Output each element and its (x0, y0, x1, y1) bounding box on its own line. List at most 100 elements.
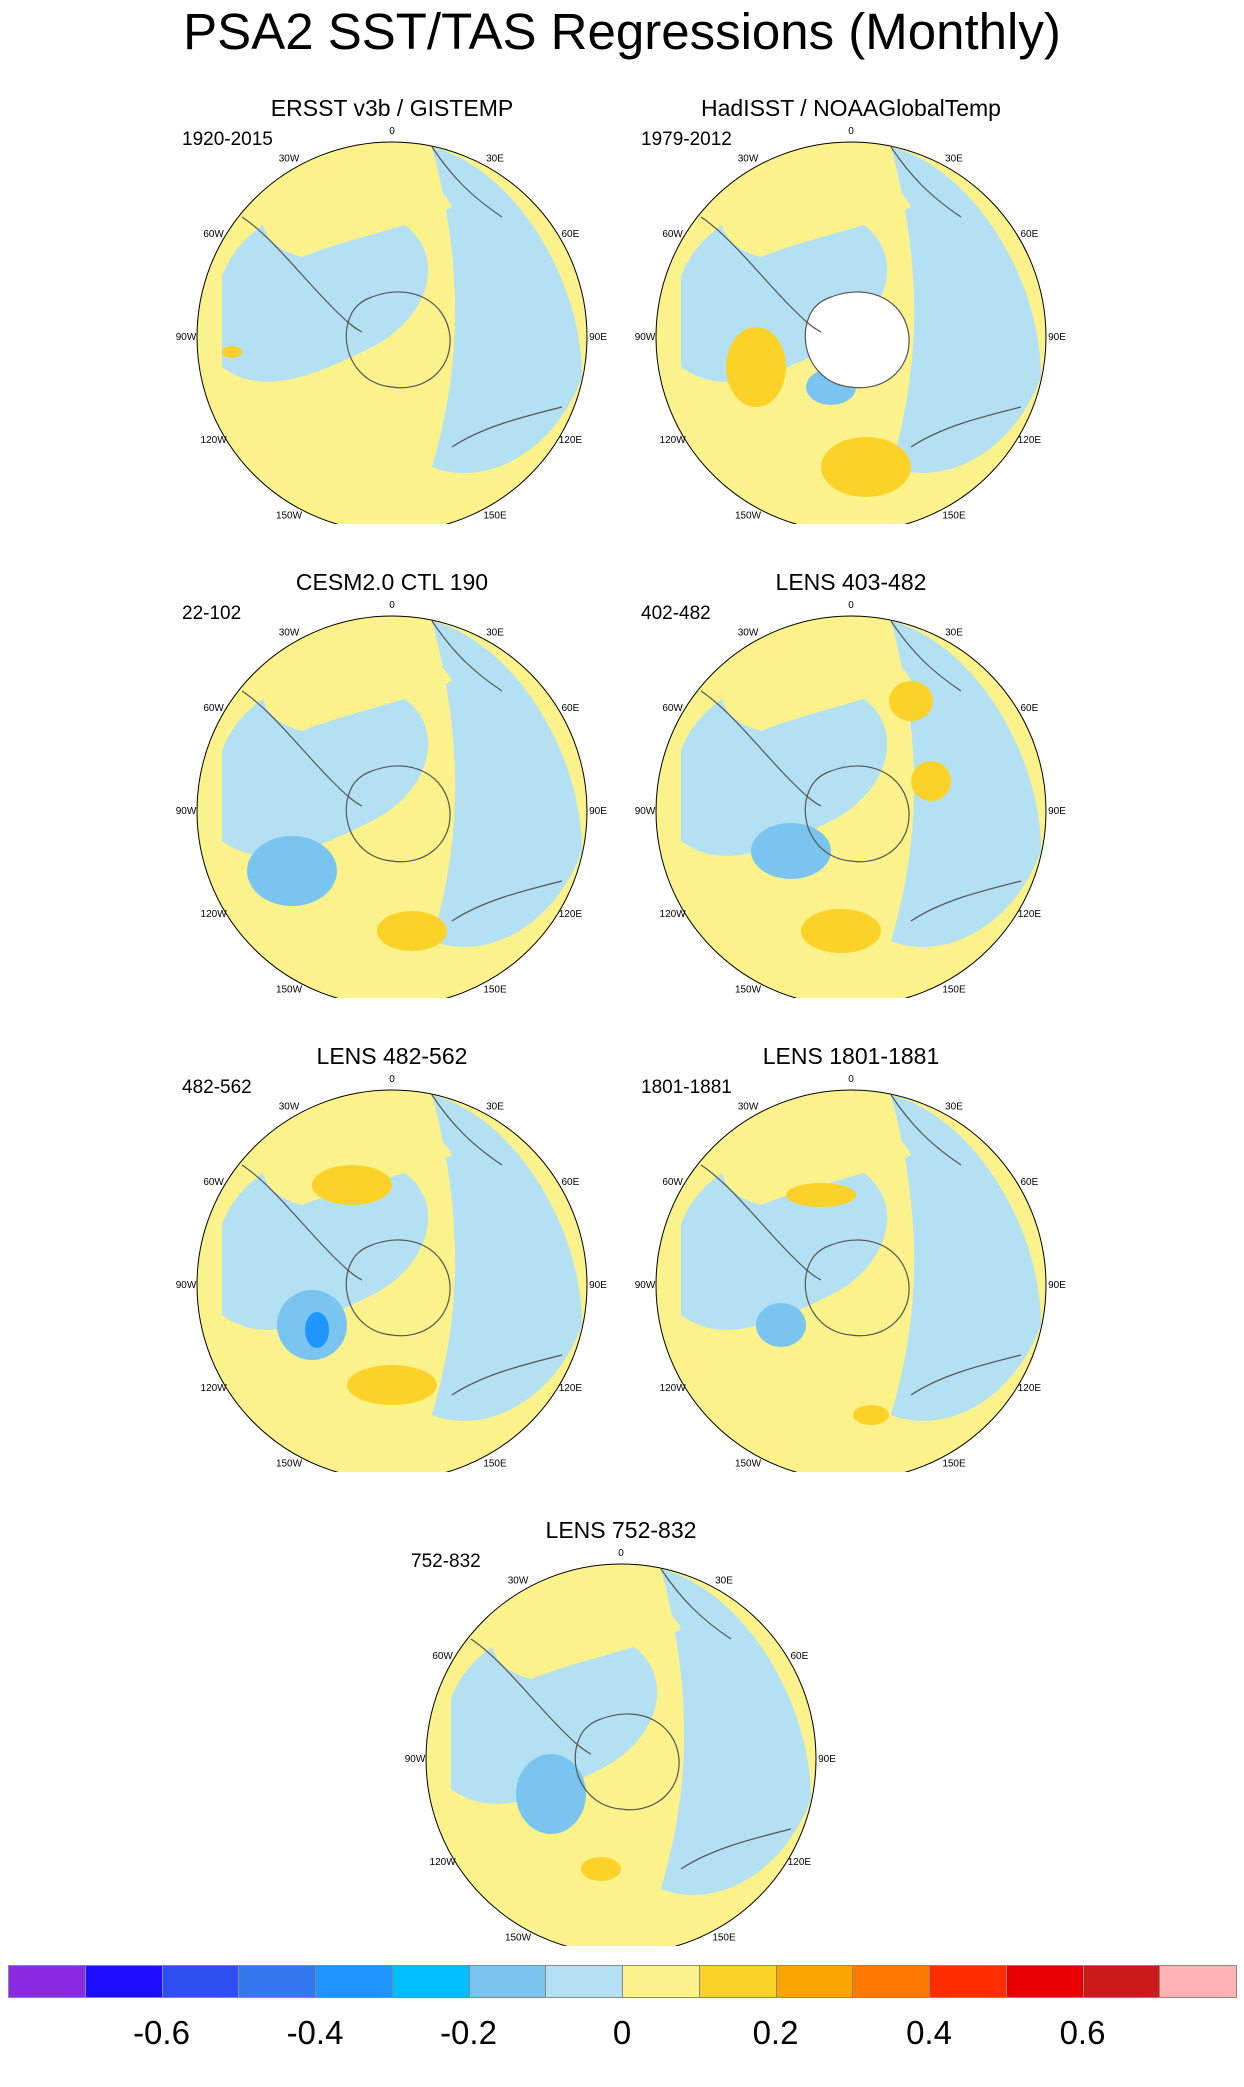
longitude-label: 90E (1048, 1280, 1066, 1291)
colorbar-box (545, 1965, 623, 1998)
longitude-label: 150W (505, 1932, 532, 1943)
anomaly-region (431, 1779, 658, 1946)
longitude-label: 60W (203, 229, 224, 240)
longitude-label: 60E (562, 1177, 580, 1188)
longitude-label: 0 (618, 1548, 624, 1559)
anomaly-region (432, 147, 582, 473)
anomaly-region (305, 1312, 329, 1348)
anomaly-region (891, 1095, 1041, 1421)
longitude-label: 120E (1018, 909, 1042, 920)
colorbar-box (622, 1965, 700, 1998)
anomaly-region (262, 639, 452, 731)
longitude-label: 150E (483, 984, 507, 995)
anomaly-region (721, 165, 911, 257)
longitude-label: 150W (735, 984, 762, 995)
longitude-label: 150W (276, 984, 303, 995)
longitude-label: 150E (712, 1932, 736, 1943)
anomaly-region (222, 346, 242, 358)
anomaly-region (432, 1095, 582, 1421)
anomaly-region (262, 1113, 452, 1205)
colorbar-box (8, 1965, 86, 1998)
colorbar-label: -0.4 (286, 2014, 344, 2051)
longitude-label: 120W (660, 909, 687, 920)
map-panel-6: 030E60E90E120E150E180150W120W90W60W30W L… (631, 1042, 1071, 1472)
panel-period: 752-832 (411, 1551, 481, 1572)
map-panel-2: 030E60E90E120E150E180150W120W90W60W30W H… (631, 94, 1071, 524)
longitude-label: 0 (389, 1074, 395, 1085)
africa-coastline (431, 146, 503, 218)
anomaly-region (377, 911, 447, 951)
longitude-label: 90E (589, 806, 607, 817)
anomaly-region (756, 1303, 806, 1347)
australia-coastline (680, 1828, 792, 1870)
longitude-label: 0 (848, 126, 854, 137)
anomaly-region (721, 1113, 911, 1205)
colorbar-label: -0.2 (440, 2014, 497, 2051)
map-fill (426, 1564, 816, 1946)
colorbar-box (238, 1965, 316, 1998)
longitude-label: 150W (735, 510, 762, 521)
anomaly-region (581, 1857, 621, 1881)
longitude-label: 150W (276, 1458, 303, 1469)
longitude-label: 0 (389, 126, 395, 137)
map-panel-3: 030E60E90E120E150E180150W120W90W60W30W C… (172, 568, 612, 998)
longitude-label: 120W (660, 435, 687, 446)
longitude-label: 60W (432, 1651, 453, 1662)
longitude-label: 60E (1021, 1177, 1039, 1188)
colorbar-label: 0 (612, 2014, 632, 2051)
anomaly-region (661, 1569, 811, 1895)
colorbar-box (468, 1965, 547, 1998)
australia-coastline (451, 1354, 563, 1396)
colorbar-box (84, 1965, 163, 1998)
longitude-label: 30W (738, 628, 759, 639)
anomaly-region (491, 1587, 681, 1679)
longitude-label: 0 (848, 1074, 854, 1085)
colorbar-label: 0.4 (906, 2014, 952, 2051)
colorbar-box (852, 1965, 930, 1998)
australia-coastline (910, 1354, 1022, 1396)
colorbar-label: 0.6 (1059, 2014, 1106, 2051)
anomaly-region (661, 831, 888, 998)
longitude-label: 60E (562, 703, 580, 714)
map-boundary (655, 1089, 1047, 1472)
africa-coastline (431, 620, 503, 692)
map-panel-7: 030E60E90E120E150E180150W120W90W60W30W L… (401, 1516, 841, 1946)
longitude-label: 60W (203, 703, 224, 714)
map-fill (197, 1090, 587, 1472)
longitude-label: 120W (201, 1383, 228, 1394)
longitude-label: 120E (788, 1857, 812, 1868)
map-fill (197, 142, 587, 524)
anomaly-region (751, 823, 831, 879)
south-america-coastline (700, 690, 822, 807)
anomaly-region (202, 357, 429, 524)
longitude-label: 0 (389, 600, 395, 611)
longitude-label: 30W (279, 628, 300, 639)
anomaly-region (247, 836, 337, 906)
colorbar-label: 0.2 (752, 2014, 799, 2051)
polar-map-svg: 030E60E90E120E150E180150W120W90W60W30W (635, 600, 1066, 998)
longitude-label: 60W (203, 1177, 224, 1188)
longitude-label: 90W (635, 806, 656, 817)
colorbar-box (1082, 1965, 1161, 1998)
longitude-label: 30W (738, 154, 759, 165)
panel-period: 1801-1881 (641, 1077, 732, 1098)
map-boundary (196, 615, 588, 998)
colorbar-box (161, 1965, 240, 1998)
australia-coastline (910, 406, 1022, 448)
longitude-label: 90W (176, 332, 197, 343)
map-boundary (196, 1089, 588, 1472)
anomaly-region (202, 1305, 429, 1472)
colorbar: -0.6 -0.4 -0.2 0 0.2 0.4 0.6 (8, 1965, 1237, 2080)
polar-map-svg: 030E60E90E120E150E180150W120W90W60W30W (176, 1074, 607, 1472)
australia-coastline (910, 880, 1022, 922)
panel-title: HadISST / NOAAGlobalTemp (701, 95, 1001, 121)
anomaly-region (889, 681, 933, 721)
longitude-label: 30E (715, 1576, 733, 1587)
anomaly-region (911, 761, 951, 801)
map-boundary (196, 141, 588, 524)
panel-title: LENS 1801-1881 (762, 1043, 940, 1069)
map-boundary (655, 615, 1047, 998)
anomaly-region (312, 1165, 392, 1205)
figure-title: PSA2 SST/TAS Regressions (Monthly) (183, 3, 1061, 60)
colorbar-box (698, 1965, 777, 1998)
